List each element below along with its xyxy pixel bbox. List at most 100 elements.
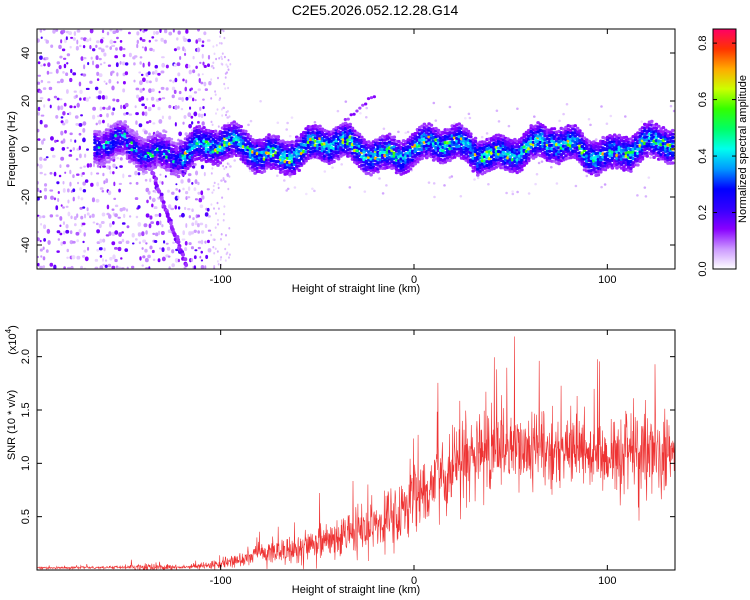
spectrogram-cell-843 xyxy=(201,195,205,200)
spectrogram-cell-198 xyxy=(77,195,80,200)
spectrogram-cell-583 xyxy=(151,249,155,254)
spectrogram-cell-423 xyxy=(115,29,119,33)
spectrogram-cell-785 xyxy=(191,208,194,212)
spectrogram-cell-629 xyxy=(157,106,161,111)
spectrogram-cell-563 xyxy=(143,29,148,32)
spectrogram-cell-586 xyxy=(150,221,154,224)
spectrogram-cell-78 xyxy=(53,264,57,269)
spectrogram-cell-923 xyxy=(217,183,220,186)
spectrogram-ytick-label-4: 40 xyxy=(20,47,32,59)
spectrogram-cell-3031 xyxy=(469,132,473,136)
spectrogram-cell-427 xyxy=(118,241,123,244)
spectrogram-cell-43 xyxy=(42,215,46,219)
spectrogram-cell-416 xyxy=(116,98,120,103)
spectrogram-cell-613 xyxy=(155,77,158,83)
spectrogram-cell-862 xyxy=(204,212,209,217)
spectrogram-cell-3185 xyxy=(501,134,506,138)
spectrogram-cell-276 xyxy=(91,197,95,203)
spectrogram-cell-377 xyxy=(108,79,112,84)
spectrogram-cell-448 xyxy=(122,173,125,179)
spectrogram-cell-3558 xyxy=(580,134,584,138)
spectrogram-cell-42 xyxy=(43,224,47,229)
spectrogram-cell-285 xyxy=(96,248,100,252)
spectrogram-cell-1043 xyxy=(643,186,647,189)
spectrogram-cell-2437 xyxy=(343,121,348,125)
spectrogram-cell-969 xyxy=(218,98,221,102)
spectrogram-cell-45 xyxy=(43,187,48,192)
spectrogram-cell-886 xyxy=(213,265,216,268)
spectrogram-cell-1111 xyxy=(226,121,230,125)
spectrogram-cell-192 xyxy=(72,37,76,41)
spectrogram-cell-447 xyxy=(122,207,126,211)
spectrogram-cell-145 xyxy=(65,224,69,229)
spectrogram-cell-810 xyxy=(194,99,197,102)
spectrogram-cell-419 xyxy=(115,62,119,68)
spectrogram-cell-1051 xyxy=(555,182,559,185)
spectrogram-cell-558 xyxy=(144,105,148,110)
spectrogram-cell-3922 xyxy=(657,124,661,128)
spectrogram-cell-967 xyxy=(214,247,217,250)
spectrogram-cell-1887 xyxy=(227,124,232,128)
spectrogram-cell-911 xyxy=(214,93,217,96)
spectrogram-cell-1017 xyxy=(259,100,262,103)
spectrogram-cell-3768 xyxy=(624,135,629,139)
spectrogram-cell-25 xyxy=(39,171,43,175)
spectrogram-cell-1161 xyxy=(311,187,314,190)
spectrogram-cell-3986 xyxy=(670,135,675,140)
spectrogram-cell-585 xyxy=(152,232,156,235)
spectrogram-cell-1133 xyxy=(365,116,368,119)
spectrogram-cell-548 xyxy=(143,223,148,228)
spectrogram-cell-422 xyxy=(116,36,119,40)
spectrogram-cell-1037 xyxy=(497,120,501,123)
spectrogram-cell-992 xyxy=(221,63,224,66)
spectrogram-cell-792 xyxy=(192,97,195,102)
spectrogram-cell-745 xyxy=(185,191,189,195)
spectrogram-xlabel: Height of straight line (km) xyxy=(292,283,420,295)
spectrogram-cell-635 xyxy=(161,247,165,253)
spectrogram-cell-88 xyxy=(55,214,59,217)
spectrogram-cell-3735 xyxy=(617,133,622,137)
spectrogram-cell-3890 xyxy=(652,155,656,159)
spectrogram-cell-485 xyxy=(133,79,136,83)
spectrogram-cell-604 xyxy=(154,213,159,217)
spectrogram-cell-3439 xyxy=(557,162,561,166)
spectrogram-cell-520 xyxy=(139,56,143,59)
spectrogram-cell-133 xyxy=(62,111,66,116)
spectrogram-cell-1170 xyxy=(352,112,356,116)
snr-xtick-label-1: 0 xyxy=(411,575,417,587)
spectrogram-cell-228 xyxy=(80,56,84,61)
spectrogram-cell-787 xyxy=(191,165,196,169)
spectrogram-cell-959 xyxy=(217,263,220,266)
spectrogram-cell-168 xyxy=(68,154,73,157)
snr-xtick-label-0: -100 xyxy=(210,575,232,587)
spectrogram-cell-3499 xyxy=(568,141,573,145)
spectrogram-cell-114 xyxy=(59,98,63,101)
spectrogram-cell-998 xyxy=(215,212,217,215)
spectrogram-cell-773 xyxy=(189,106,192,110)
spectrogram-cell-333 xyxy=(102,165,106,168)
spectrogram-cell-718 xyxy=(178,97,182,100)
spectrogram-cell-662 xyxy=(163,39,167,44)
spectrogram-cell-338 xyxy=(102,106,106,110)
spectrogram-cell-171 xyxy=(69,132,73,136)
spectrogram-cell-125 xyxy=(62,206,65,209)
spectrogram-cell-1821 xyxy=(213,129,218,133)
spectrogram-cell-187 xyxy=(74,139,77,143)
spectrogram-cell-823 xyxy=(197,181,200,186)
spectrogram-ylabel: Frequency (Hz) xyxy=(6,111,18,187)
spectrogram-cell-325 xyxy=(101,258,104,262)
spectrogram-cell-155 xyxy=(65,72,69,76)
spectrogram-cell-2946 xyxy=(452,150,457,154)
spectrogram-cell-191 xyxy=(72,72,77,76)
spectrogram-cell-299 xyxy=(96,78,100,81)
spectrogram-cell-1942 xyxy=(239,125,243,129)
spectrogram-cell-443 xyxy=(121,238,125,243)
spectrogram-cell-663 xyxy=(164,29,168,34)
spectrogram-cell-547 xyxy=(145,230,148,235)
spectrogram-cell-110 xyxy=(60,130,64,136)
spectrogram-cell-123 xyxy=(63,230,66,235)
spectrogram-cell-9 xyxy=(37,138,41,141)
spectrogram-cell-501 xyxy=(136,94,140,99)
spectrogram-cell-188 xyxy=(73,105,77,109)
spectrogram-cell-918 xyxy=(218,57,221,60)
